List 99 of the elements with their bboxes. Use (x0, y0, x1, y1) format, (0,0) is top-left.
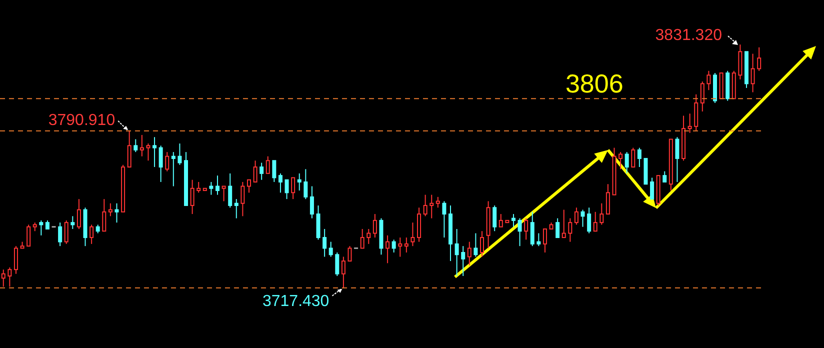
candlestick (76, 198, 81, 230)
candlestick (146, 143, 150, 162)
candlestick (556, 218, 560, 238)
candlestick (158, 145, 163, 182)
candlestick (114, 202, 119, 224)
candlestick (328, 241, 333, 258)
candlestick (228, 172, 232, 208)
candlestick (234, 198, 238, 219)
candlestick (140, 134, 144, 157)
candlestick (272, 160, 276, 182)
candlestick (423, 194, 428, 217)
candlestick (222, 186, 226, 202)
candlestick (39, 220, 44, 236)
candlestick (366, 228, 371, 244)
candlestick (322, 228, 327, 258)
candlestick (738, 44, 742, 80)
candlestick (492, 204, 497, 232)
candlestick (291, 177, 296, 200)
candlestick (474, 232, 478, 258)
candlestick (530, 211, 534, 247)
text: 3831.320 (655, 27, 722, 45)
candlestick (171, 152, 176, 187)
candlestick (574, 207, 578, 226)
candlestick (410, 222, 415, 247)
candlestick (58, 222, 62, 247)
candlestick (700, 81, 704, 112)
ref-line-label: 3806 (565, 68, 624, 99)
candlestick (190, 179, 194, 215)
candlestick (757, 46, 762, 72)
candlestick (461, 246, 466, 276)
candlestick (64, 220, 68, 244)
candlestick (675, 136, 680, 182)
candlestick (706, 70, 711, 91)
candlestick (253, 160, 258, 182)
candlestick (480, 230, 484, 258)
candlestick (165, 152, 170, 172)
candlestick (246, 179, 251, 194)
candlestick (568, 218, 572, 242)
candlestick (518, 218, 522, 247)
candlestick (750, 53, 755, 93)
candlestick (284, 179, 289, 200)
candlestick (152, 136, 157, 168)
candlestick (341, 256, 346, 288)
candlestick (360, 228, 364, 249)
candlestick (134, 138, 138, 153)
candlestick (102, 198, 106, 232)
candlestick (90, 224, 94, 244)
candlestick (127, 130, 132, 168)
candlestick (593, 211, 598, 232)
candlestick (662, 170, 667, 182)
candlestick (386, 234, 390, 264)
candlestick (417, 207, 422, 242)
candlestick (260, 162, 264, 180)
candlestick (335, 252, 340, 276)
candlestick (606, 184, 610, 215)
candlestick (310, 186, 314, 219)
candlestick (70, 216, 75, 230)
candlestick (511, 214, 516, 228)
candlestick (108, 202, 112, 217)
candlestick (398, 237, 402, 258)
candlestick (618, 152, 623, 170)
candlestick (404, 237, 408, 253)
candlestick (14, 246, 18, 274)
candlestick (372, 214, 377, 238)
candlestick (196, 181, 201, 194)
candlestick (562, 209, 566, 238)
candlestick (316, 204, 320, 240)
candlestick (240, 181, 245, 217)
candlestick (304, 168, 308, 200)
candlestick (8, 266, 12, 288)
candlestick (297, 172, 302, 192)
candlestick (637, 147, 642, 168)
candlestick (392, 239, 396, 253)
candlestick (694, 94, 698, 132)
candlestick (26, 224, 31, 247)
candlestick (454, 228, 459, 276)
candlestick (587, 207, 592, 234)
candlestick (348, 246, 352, 262)
candlestick (542, 228, 547, 253)
candlestick (688, 113, 692, 134)
candlestick (442, 200, 446, 238)
candlestick (436, 196, 440, 208)
candlestick (524, 218, 528, 240)
candlestick (580, 209, 585, 228)
annotation: 3717.430 (262, 292, 330, 310)
candlestick (600, 202, 604, 226)
candlestick (278, 172, 282, 194)
candlestick (430, 194, 434, 219)
annotation: 3790.910 (48, 112, 116, 129)
candlestick (178, 143, 182, 166)
candlestick (266, 156, 270, 174)
candlestick (209, 181, 214, 196)
candlestick (650, 177, 654, 200)
candlestick (498, 214, 503, 228)
candlestick (216, 175, 220, 196)
candlestick (631, 147, 636, 168)
candlestick (467, 241, 472, 266)
candlestick (536, 232, 541, 247)
candlestick (624, 152, 629, 174)
